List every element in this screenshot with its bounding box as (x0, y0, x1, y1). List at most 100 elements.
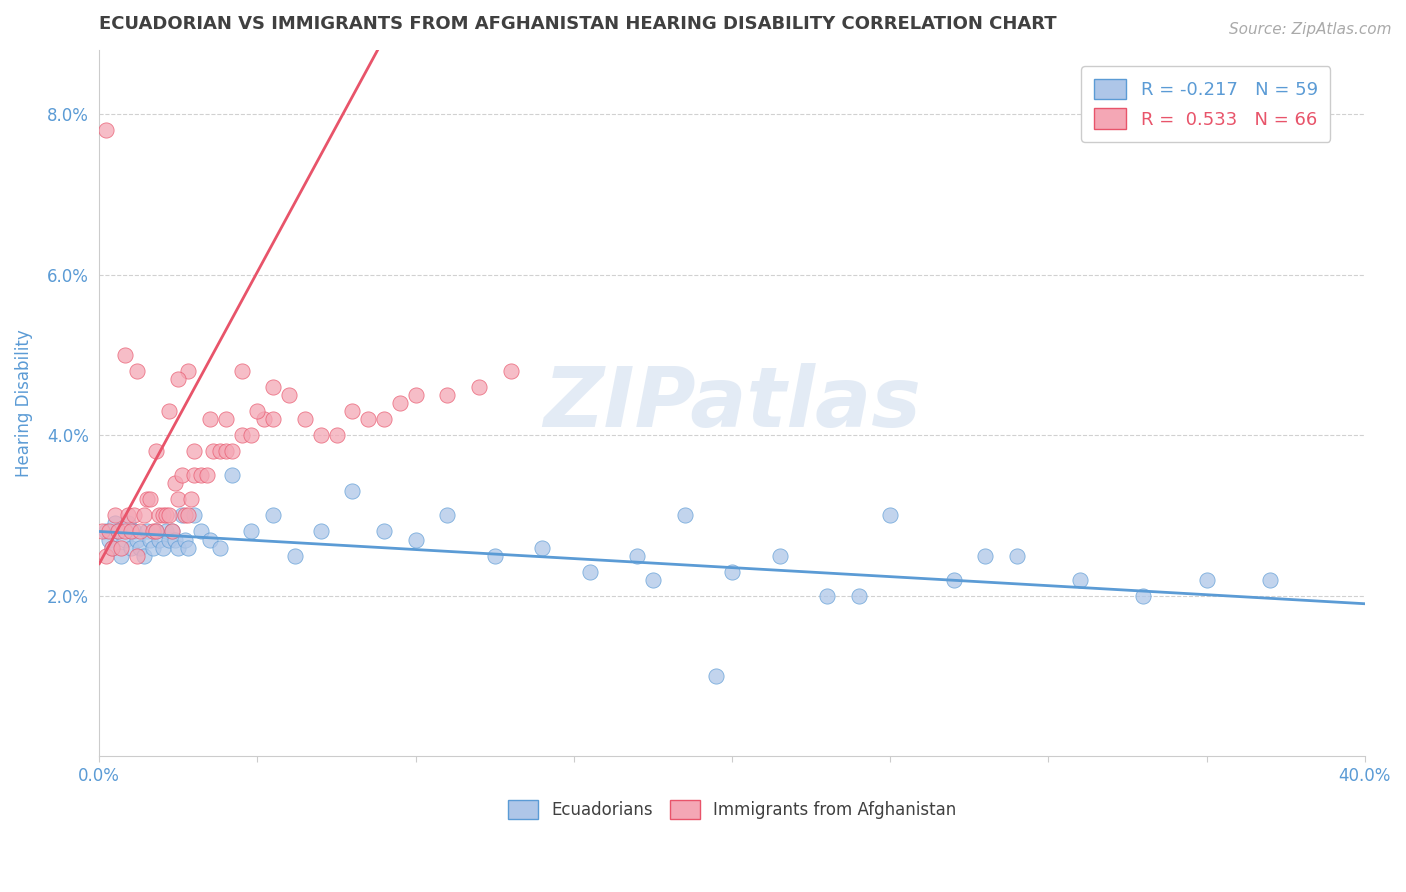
Point (974, 549, 997, 563)
Point (120, 541, 142, 555)
Point (673, 508, 696, 523)
Point (221, 468, 243, 483)
Point (468, 380, 491, 394)
Point (1258, 573, 1281, 587)
Point (294, 412, 316, 426)
Point (190, 468, 212, 483)
Point (148, 508, 170, 523)
Point (1132, 589, 1154, 603)
Point (160, 524, 183, 539)
Point (101, 541, 124, 555)
Point (152, 541, 174, 555)
Point (388, 396, 411, 410)
Point (104, 516, 127, 531)
Point (531, 541, 554, 555)
Point (195, 468, 218, 483)
Point (132, 508, 155, 523)
Point (148, 533, 170, 547)
Point (167, 372, 190, 386)
Point (177, 541, 200, 555)
Point (1005, 549, 1028, 563)
Point (342, 404, 364, 418)
Point (114, 524, 136, 539)
Text: ZIPatlas: ZIPatlas (543, 362, 921, 443)
Point (262, 508, 284, 523)
Point (373, 412, 395, 426)
Point (578, 565, 600, 579)
Point (135, 524, 157, 539)
Point (155, 524, 177, 539)
Point (173, 508, 195, 523)
Point (129, 541, 152, 555)
Point (91, 524, 114, 539)
Point (117, 516, 139, 531)
Point (215, 412, 238, 426)
Point (373, 524, 395, 539)
Point (173, 533, 195, 547)
Point (139, 492, 162, 507)
Point (145, 524, 167, 539)
Point (114, 348, 136, 362)
Point (309, 428, 332, 442)
Point (145, 524, 167, 539)
Point (240, 428, 263, 442)
Point (183, 508, 205, 523)
Point (1195, 573, 1218, 587)
Point (145, 444, 167, 458)
Y-axis label: Hearing Disability: Hearing Disability (15, 329, 32, 477)
Point (768, 549, 790, 563)
Point (198, 412, 221, 426)
Point (405, 388, 427, 402)
Point (177, 508, 200, 523)
Point (142, 541, 165, 555)
Point (198, 533, 221, 547)
Point (240, 524, 263, 539)
Point (208, 541, 231, 555)
Point (160, 524, 183, 539)
Point (122, 524, 145, 539)
Point (155, 508, 177, 523)
Point (120, 524, 142, 539)
Point (190, 524, 212, 539)
Point (208, 444, 231, 458)
Point (122, 508, 145, 523)
Point (278, 388, 301, 402)
Point (94, 549, 117, 563)
Point (253, 412, 276, 426)
Point (165, 533, 187, 547)
Point (202, 444, 225, 458)
Point (94, 123, 117, 137)
Point (135, 492, 157, 507)
Point (157, 508, 180, 523)
Point (97, 533, 120, 547)
Point (231, 428, 253, 442)
Point (1069, 573, 1091, 587)
Point (262, 380, 284, 394)
Point (183, 444, 205, 458)
Point (484, 549, 506, 563)
Point (157, 533, 180, 547)
Point (170, 508, 193, 523)
Legend: Ecuadorians, Immigrants from Afghanistan: Ecuadorians, Immigrants from Afghanistan (502, 793, 963, 826)
Point (231, 364, 253, 378)
Point (94, 524, 117, 539)
Point (107, 524, 129, 539)
Point (110, 541, 132, 555)
Point (721, 565, 744, 579)
Point (641, 573, 664, 587)
Point (165, 476, 187, 491)
Point (626, 549, 648, 563)
Point (879, 508, 901, 523)
Text: Source: ZipAtlas.com: Source: ZipAtlas.com (1229, 22, 1392, 37)
Point (704, 669, 727, 683)
Point (107, 524, 129, 539)
Point (170, 468, 193, 483)
Point (117, 508, 139, 523)
Point (177, 364, 200, 378)
Point (127, 364, 149, 378)
Point (101, 541, 124, 555)
Point (342, 484, 364, 499)
Point (499, 364, 522, 378)
Point (127, 549, 149, 563)
Point (104, 508, 127, 523)
